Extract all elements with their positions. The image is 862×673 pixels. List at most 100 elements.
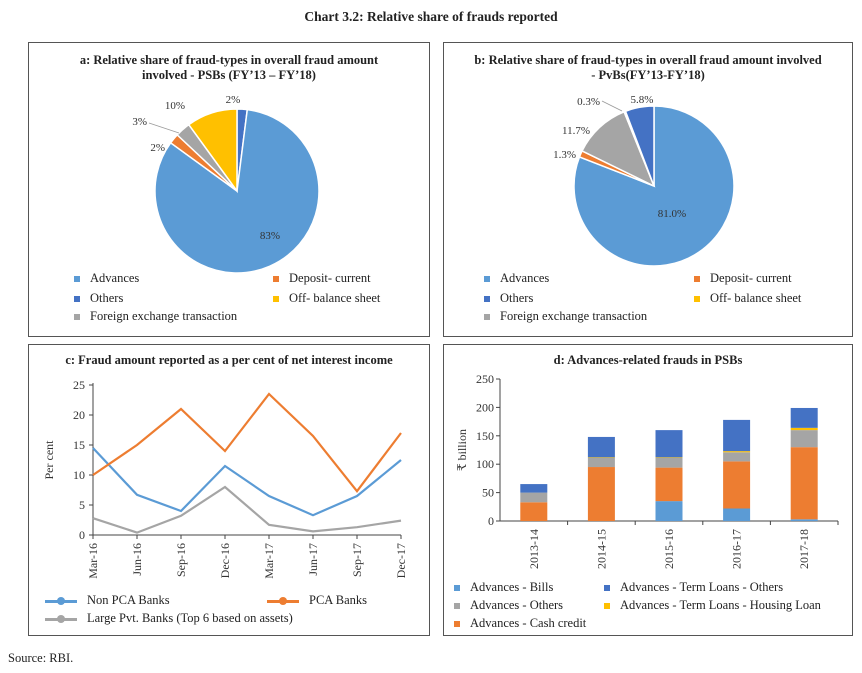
panel-a-title: a: Relative share of fraud-types in over… (79, 53, 379, 82)
pie-data-label: 11.7% (562, 125, 590, 137)
legend-item: Advances - Others (454, 598, 563, 613)
legend-item: Deposit- current (273, 271, 371, 286)
legend-label: Off- balance sheet (710, 291, 802, 305)
line-series-0 (92, 447, 402, 517)
x-tick-label: 2014-15 (594, 529, 608, 569)
legend-swatch (273, 276, 279, 283)
legend-swatch (694, 296, 700, 303)
legend-swatch (694, 276, 700, 283)
pie-leader-line (601, 100, 623, 112)
pie-slice-others (624, 105, 655, 187)
y-axis-title: Per cent (42, 440, 56, 480)
pie-data-label: 1.3% (553, 149, 576, 161)
bar-segment-1 (655, 467, 683, 502)
pie-leader-line (148, 122, 180, 134)
legend-label: Others (500, 291, 534, 305)
bar-segment-1 (520, 502, 548, 521)
panel-d-title: d: Advances-related frauds in PSBs (553, 353, 743, 367)
legend-item: Foreign exchange transaction (484, 309, 647, 324)
bar-segment-2 (655, 457, 683, 468)
legend-swatch (45, 614, 77, 624)
y-tick-label: 25 (73, 378, 85, 392)
bar-segment-2 (587, 457, 615, 468)
legend-swatch (454, 585, 460, 592)
pie-data-label: 10% (165, 100, 185, 112)
y-tick-label: 5 (79, 498, 85, 512)
legend-item: Advances - Cash credit (454, 616, 586, 631)
legend-item: Non PCA Banks (45, 593, 170, 608)
bar-segment-1 (723, 461, 751, 509)
legend-swatch (604, 585, 610, 592)
bar-segment-4 (587, 436, 615, 458)
source-note: Source: RBI. (8, 651, 74, 665)
legend-label: Advances - Term Loans - Housing Loan (620, 598, 821, 612)
legend-label: Foreign exchange transaction (90, 309, 238, 323)
x-tick-label: Sep-16 (174, 543, 188, 577)
legend-item: Advances - Term Loans - Housing Loan (604, 598, 821, 613)
bar-segment-3 (655, 457, 683, 458)
panel-d-svg: 0 50 100 150 200 250 ₹ billion 2013-14 2014-15 20… (455, 372, 839, 569)
pie-slice-off-balance-sheet (187, 108, 238, 194)
legend-swatch (74, 276, 80, 283)
legend-label: Advances (500, 271, 550, 285)
legend-label: PCA Banks (309, 593, 368, 607)
legend-label: Off- balance sheet (289, 291, 381, 305)
legend-item: Others (74, 291, 123, 306)
y-axis-title: ₹ billion (455, 429, 469, 471)
legend-label: Large Pvt. Banks (Top 6 based on assets) (87, 611, 293, 625)
bar-segment-4 (520, 484, 548, 493)
panel-b-title: b: Relative share of fraud-types in over… (474, 53, 822, 82)
legend-swatch (484, 314, 490, 321)
bar-segment-2 (723, 452, 751, 462)
panel-a-pie-svg: 2% 83% 2% 3% 10% (132, 94, 320, 274)
main-title: Chart 3.2: Relative share of frauds repo… (304, 9, 558, 24)
y-tick-label: 100 (476, 457, 494, 471)
y-tick-label: 15 (73, 438, 85, 452)
legend-item: Foreign exchange transaction (74, 309, 237, 324)
legend-label: Advances - Term Loans - Others (620, 580, 784, 594)
pie-data-label: 83% (260, 230, 280, 242)
legend-swatch (484, 276, 490, 283)
y-tick-label: 20 (73, 408, 85, 422)
y-tick-label: 0 (488, 514, 494, 528)
legend-swatch (45, 596, 77, 606)
legend-label: Deposit- current (289, 271, 371, 285)
panel-c-svg: 0 5 10 15 20 25 Mar-16 Jun-16 Sep-16 Dec-16 Mar-17… (42, 378, 408, 579)
bar-segment-4 (655, 430, 683, 458)
legend-item: PCA Banks (267, 593, 367, 608)
line-series-2 (92, 485, 402, 534)
legend-swatch (484, 296, 490, 303)
y-tick-label: 150 (476, 429, 494, 443)
legend-swatch (267, 596, 299, 606)
legend-swatch (454, 603, 460, 610)
legend-swatch (74, 314, 80, 321)
legend-item: Off- balance sheet (694, 291, 801, 306)
bar-segment-3 (723, 451, 751, 453)
x-tick-label: Mar-17 (262, 543, 276, 579)
y-tick-label: 250 (476, 372, 494, 386)
pie-data-label: 3% (132, 116, 147, 128)
pie-data-label: 81.0% (658, 208, 686, 220)
x-tick-label: 2016-17 (730, 529, 744, 569)
y-tick-label: 50 (482, 486, 494, 500)
bar-segment-3 (790, 427, 818, 431)
legend-item: Advances - Term Loans - Others (604, 580, 783, 595)
legend-item: Off- balance sheet (273, 291, 380, 306)
y-tick-label: 10 (73, 468, 85, 482)
legend-swatch (454, 621, 460, 628)
bar-segment-1 (790, 447, 818, 520)
legend-item: Others (484, 291, 533, 306)
bar-segment-2 (520, 492, 548, 503)
bar-segment-4 (723, 419, 751, 452)
legend-swatch (74, 296, 80, 303)
legend-label: Advances - Bills (470, 580, 554, 594)
legend-label: Advances (90, 271, 140, 285)
y-tick-label: 200 (476, 400, 494, 414)
pie-data-label: 0.3% (577, 96, 600, 108)
pie-data-label: 5.8% (631, 94, 654, 106)
pie-data-label: 2% (150, 142, 165, 154)
legend-label: Advances - Cash credit (470, 616, 587, 630)
panel-b-pvb-pie: b: Relative share of fraud-types in over… (443, 42, 853, 337)
panel-b-pie-svg: 81.0% 1.3% 11.7% 0.3% 5.8% (553, 94, 735, 267)
legend-label: Non PCA Banks (87, 593, 170, 607)
